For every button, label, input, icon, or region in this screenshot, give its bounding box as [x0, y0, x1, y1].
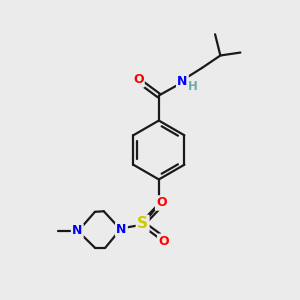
Text: H: H: [188, 80, 198, 93]
Text: O: O: [158, 235, 169, 248]
Text: S: S: [137, 216, 148, 231]
Text: N: N: [72, 224, 83, 238]
Text: N: N: [116, 223, 127, 236]
Text: O: O: [156, 196, 167, 209]
Text: N: N: [177, 75, 188, 88]
Text: O: O: [133, 74, 143, 86]
